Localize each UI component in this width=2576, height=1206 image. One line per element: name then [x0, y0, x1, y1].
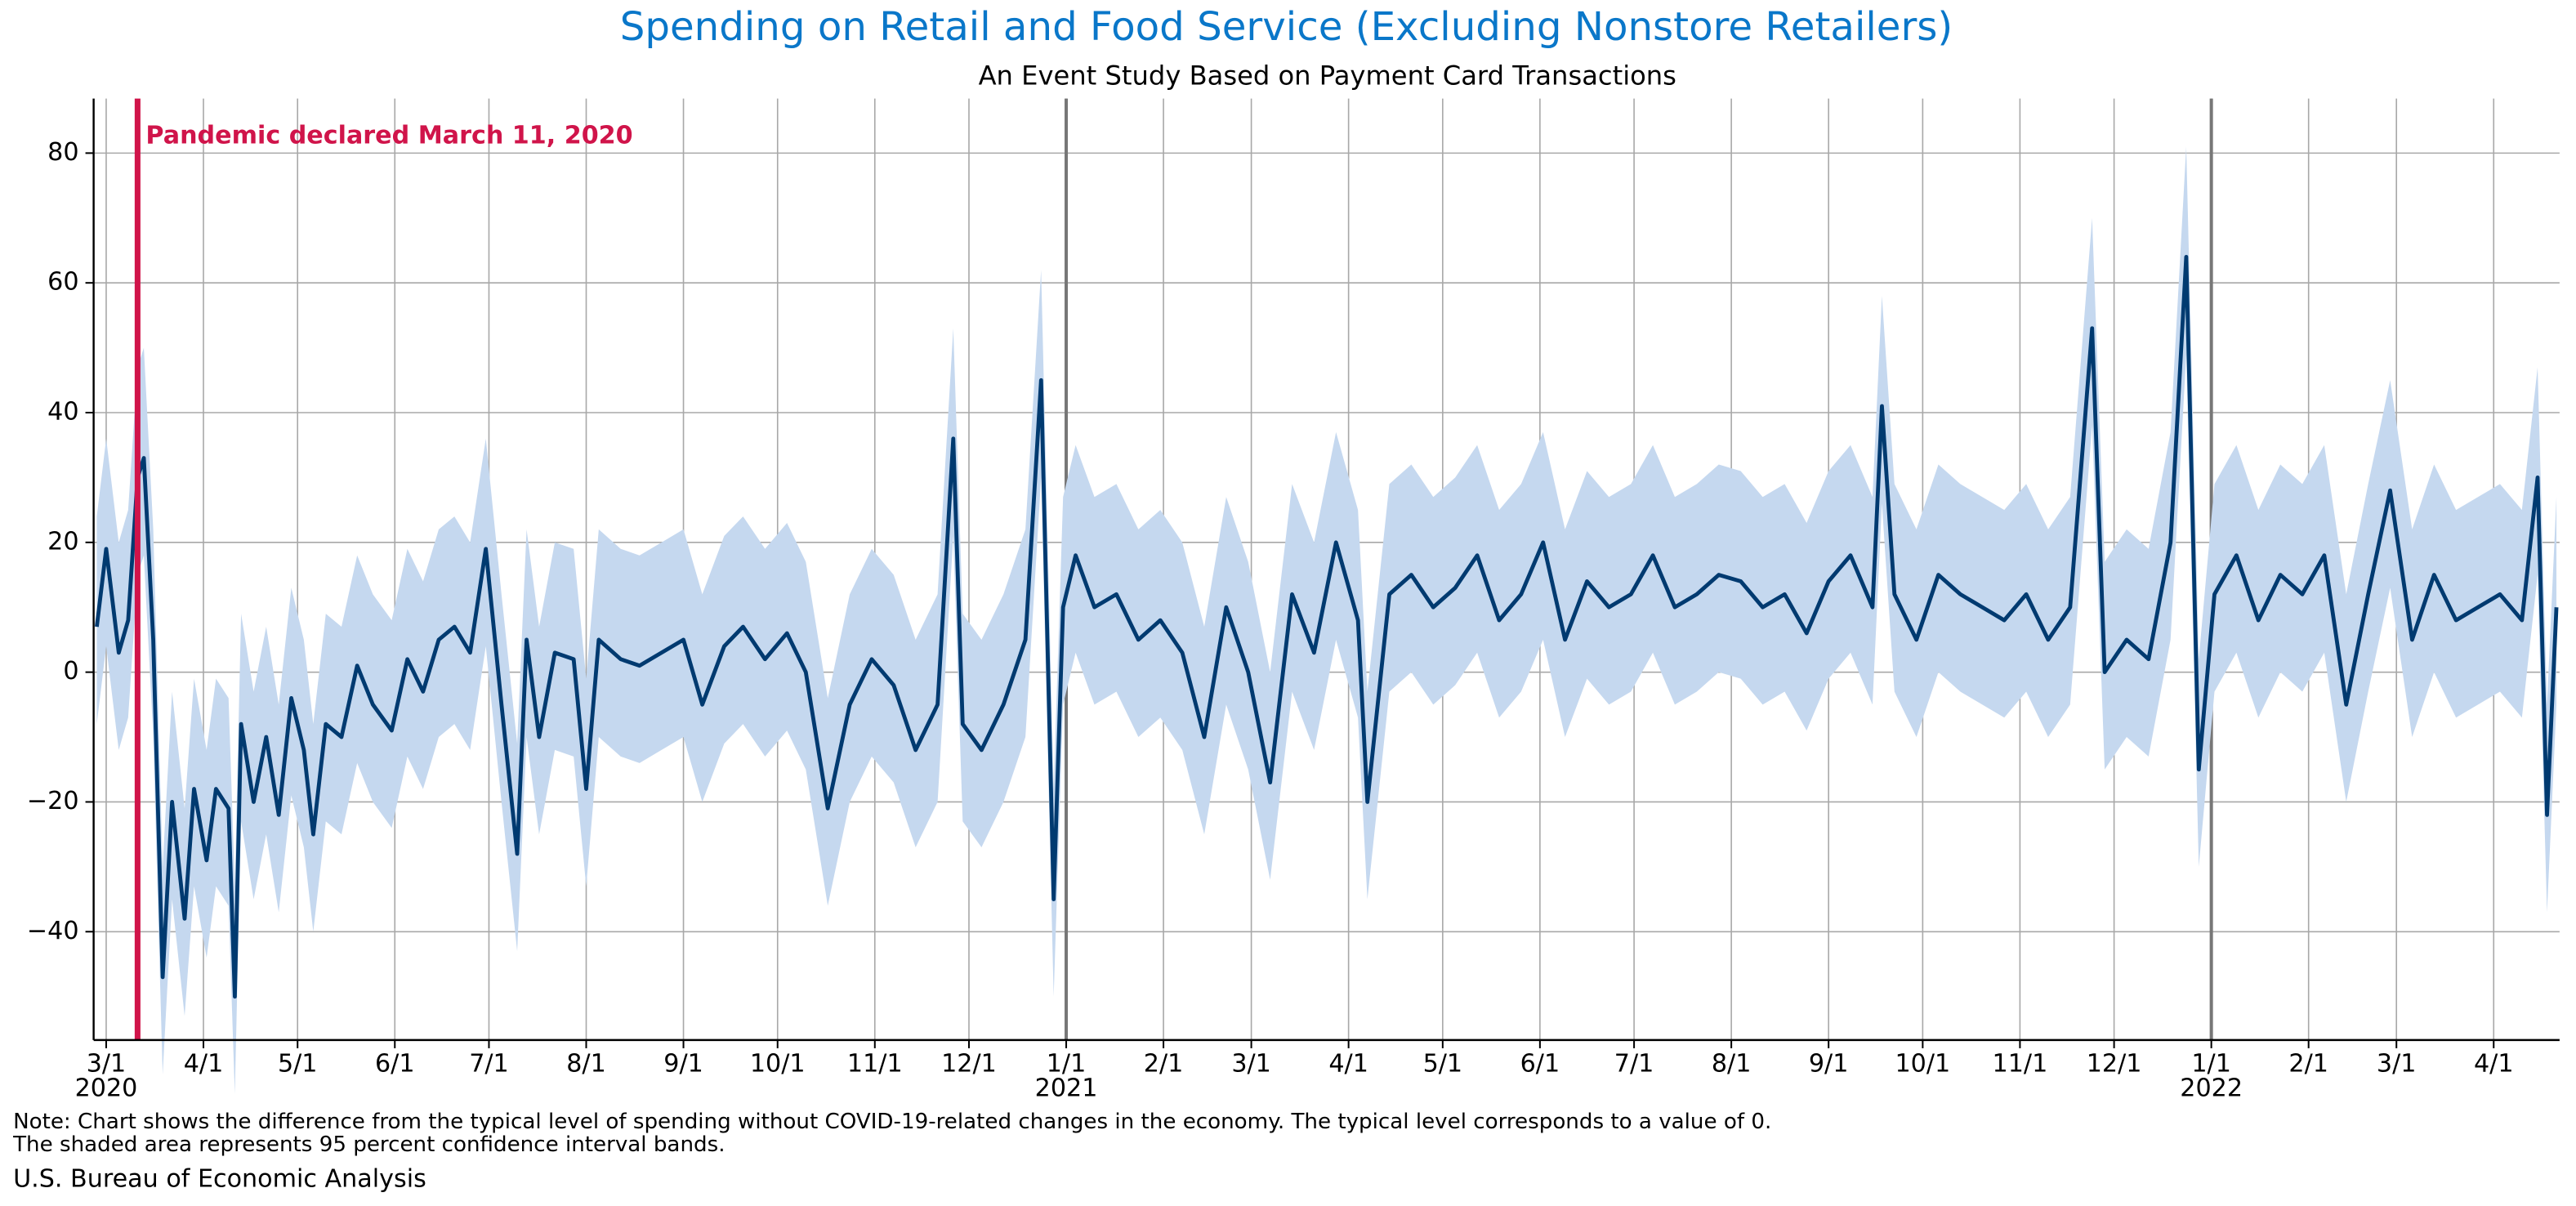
note: The shaded area represents 95 percent co…	[12, 1132, 725, 1157]
x-tick-label: 4/1	[184, 1050, 224, 1079]
x-tick-label: 3/1	[1231, 1050, 1271, 1079]
chart-title: Spending on Retail and Food Service (Exc…	[620, 4, 1953, 50]
x-tick-label: 9/1	[1809, 1050, 1849, 1079]
x-tick-label: 8/1	[1712, 1050, 1752, 1079]
x-tick-label: 5/1	[278, 1050, 318, 1079]
x-tick-label: 4/1	[2474, 1050, 2514, 1079]
confidence-band	[96, 146, 2557, 1094]
year-label: 2021	[1035, 1074, 1098, 1103]
x-tick-label: 10/1	[1895, 1050, 1950, 1079]
note: Note: Chart shows the difference from th…	[13, 1110, 1771, 1134]
y-tick-label: 0	[63, 657, 78, 686]
event-label: Pandemic declared March 11, 2020	[145, 121, 632, 150]
x-tick-label: 10/1	[750, 1050, 806, 1079]
x-tick-label: 12/1	[941, 1050, 997, 1079]
chart-subtitle: An Event Study Based on Payment Card Tra…	[979, 60, 1676, 92]
x-tick-label: 7/1	[469, 1050, 509, 1079]
source: U.S. Bureau of Economic Analysis	[13, 1164, 426, 1193]
x-tick-label: 9/1	[663, 1050, 703, 1079]
x-tick-label: 4/1	[1328, 1050, 1368, 1079]
x-tick-label: 8/1	[566, 1050, 606, 1079]
x-tick-label: 3/1	[87, 1050, 127, 1079]
x-tick-label: 1/1	[1047, 1050, 1087, 1079]
x-tick-label: 11/1	[1993, 1050, 2048, 1079]
x-tick-label: 7/1	[1614, 1050, 1654, 1079]
x-tick-label: 11/1	[847, 1050, 903, 1079]
x-tick-label: 5/1	[1423, 1050, 1463, 1079]
x-tick-label: 12/1	[2087, 1050, 2142, 1079]
x-tick-label: 6/1	[375, 1050, 415, 1079]
year-label: 2020	[75, 1074, 138, 1103]
y-tick-label: −20	[27, 787, 79, 815]
y-tick-label: −40	[27, 917, 79, 945]
data-line	[95, 255, 2559, 999]
x-tick-label: 2/1	[1144, 1050, 1184, 1079]
x-tick-label: 6/1	[1520, 1050, 1560, 1079]
x-tick-label: 3/1	[2377, 1050, 2417, 1079]
y-tick-label: 40	[47, 398, 78, 427]
y-tick-label: 60	[47, 268, 78, 297]
x-tick-label: 2/1	[2288, 1050, 2328, 1079]
year-label: 2022	[2180, 1074, 2243, 1103]
y-tick-label: 20	[47, 527, 78, 556]
y-tick-label: 80	[47, 138, 78, 167]
x-tick-label: 1/1	[2191, 1050, 2231, 1079]
